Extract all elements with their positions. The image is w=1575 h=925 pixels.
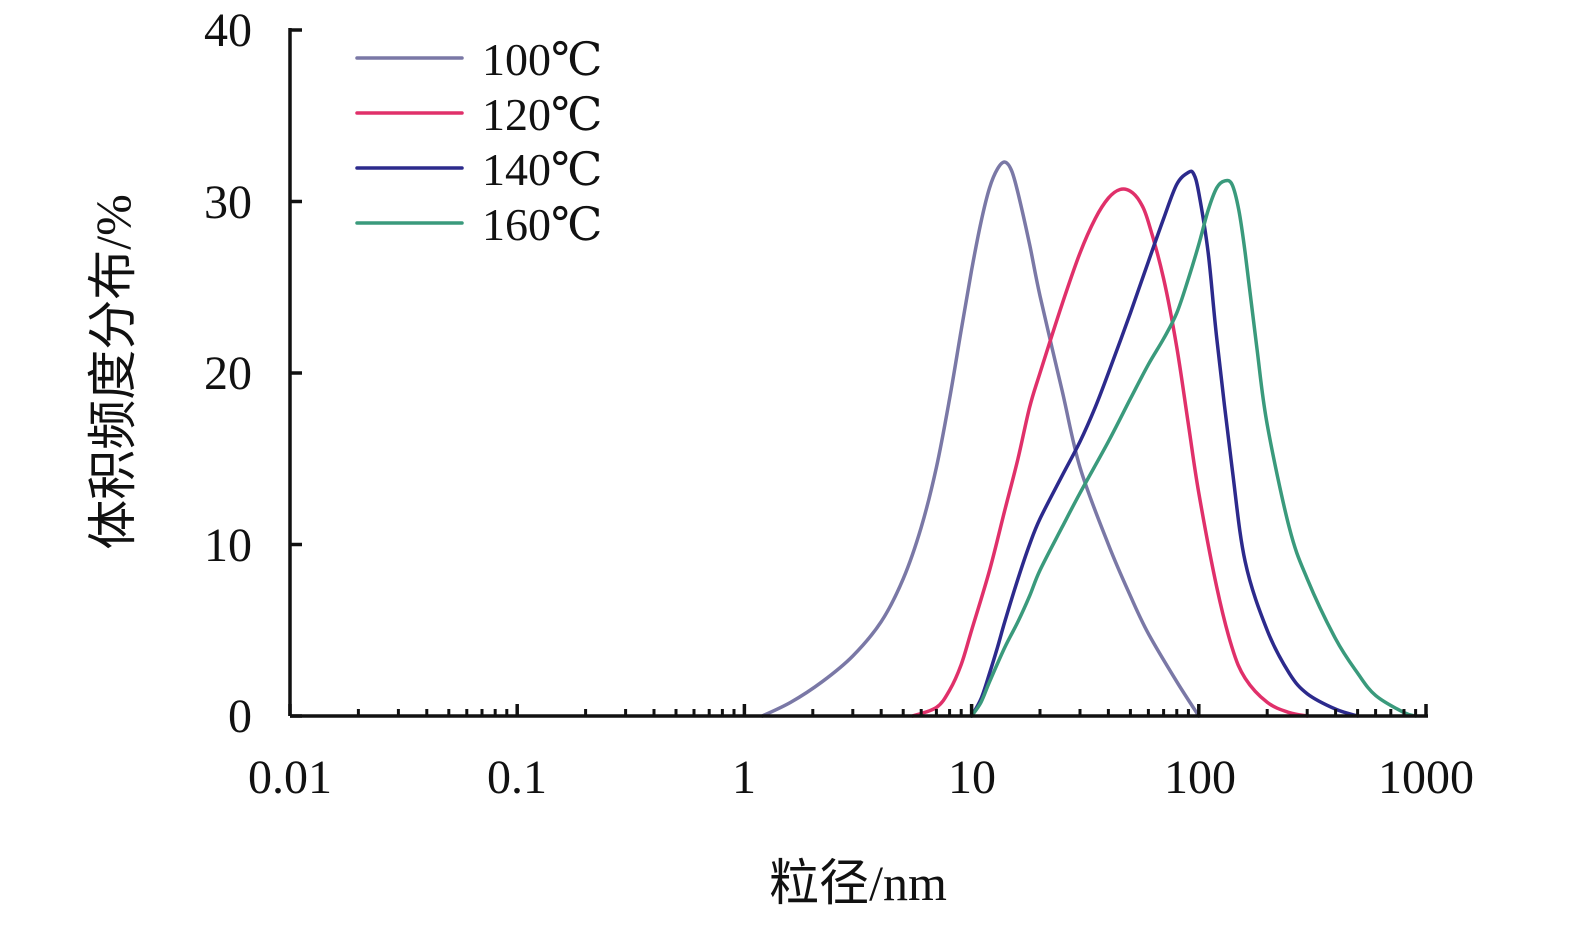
y-tick-label: 0 [228,690,252,743]
x-tick-label: 0.01 [248,751,332,804]
series-line-2 [910,187,1309,718]
series-line-3 [969,169,1360,718]
y-tick-label: 40 [204,4,252,57]
legend-label: 100℃ [482,34,602,85]
y-tick-labels: 0 10 20 30 40 [204,4,252,743]
legend-label: 120℃ [482,89,602,140]
legend-item: 100℃ [355,34,602,85]
y-axis-title: 体积频度分布/% [85,194,141,550]
y-tick-label: 10 [204,519,252,572]
x-axis-title: 粒径/nm [769,855,947,911]
x-axis-ticks [288,704,1428,716]
legend-item: 120℃ [355,89,602,140]
x-tick-labels: 0.01 0.1 1 10 100 1000 [248,751,1474,804]
x-tick-label: 0.1 [487,751,547,804]
x-tick-label: 100 [1164,751,1236,804]
plot-area [288,28,1428,718]
series-group [760,160,1418,718]
legend-item: 140℃ [355,144,602,195]
series-line-1 [760,160,1201,718]
legend-label: 140℃ [482,144,602,195]
y-axis-ticks [290,28,302,718]
legend-item: 160℃ [355,199,602,250]
legend-label: 160℃ [482,199,602,250]
x-tick-label: 1000 [1378,751,1474,804]
x-tick-label: 10 [948,751,996,804]
legend: 100℃ 120℃ 140℃ 160℃ [355,34,602,250]
y-tick-label: 20 [204,347,252,400]
y-tick-label: 30 [204,176,252,229]
series-line-4 [969,178,1418,718]
x-tick-label: 1 [732,751,756,804]
